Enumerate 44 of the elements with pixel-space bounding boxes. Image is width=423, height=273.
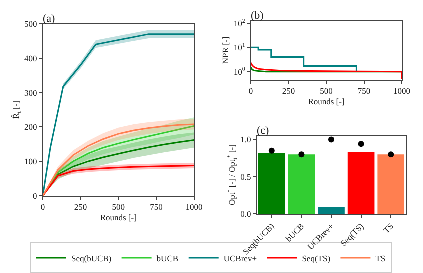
bar [348,152,375,214]
x-tick-label: 1000 [394,86,410,96]
legend-label: bUCB [156,253,179,264]
x-tick-label: 750 [150,202,163,212]
point [328,136,334,143]
point [388,152,394,158]
y-tick-label: 400 [24,53,38,64]
bar [318,207,345,214]
y-axis-title: NPR [-] [220,36,230,64]
y-tick-label: 100 [24,156,38,167]
x-tick-label: TS [381,221,396,236]
x-tick-label: 250 [282,86,296,96]
chart-title: (c) [257,125,270,137]
point [298,152,305,158]
legend-label: TS [376,253,386,264]
y-tick-label: 10$^{0}$ [234,66,246,77]
y-tick-label: 200 [24,122,38,132]
x-tick-label: 1000 [186,202,203,212]
chart-title: (a) [43,13,56,25]
y-tick-label: 1.0 [240,134,252,145]
y-tick-label: 500 [24,18,38,29]
line-series [251,62,402,80]
x-axis-title: Rounds [-] [100,212,138,223]
y-tick-label: 10$^{1}$ [234,42,246,53]
y-tick-label: 300 [24,88,38,98]
chart-title: (b) [251,10,264,22]
x-tick-label: 250 [74,202,88,212]
legend-label: Seq(TS) [302,253,331,264]
point [268,148,275,154]
bar [288,154,316,214]
x-tick-label: 500 [320,86,333,96]
legend-label: Seq(bUCB) [72,253,112,264]
x-axis-title: Rounds [-] [308,96,345,107]
y-tick-label: 0.5 [240,172,252,182]
bar [378,154,405,214]
x-tick-label: 0 [40,202,46,212]
legend-label: UCBrev+ [224,253,258,264]
x-tick-label: 750 [358,86,371,96]
y-tick-label: 0 [33,190,38,201]
y-tick-label: 0.0 [240,208,252,219]
y-tick-label: 10$^{2}$ [234,18,246,28]
bar [258,153,286,214]
x-tick-label: 500 [112,202,126,212]
point [358,141,364,148]
